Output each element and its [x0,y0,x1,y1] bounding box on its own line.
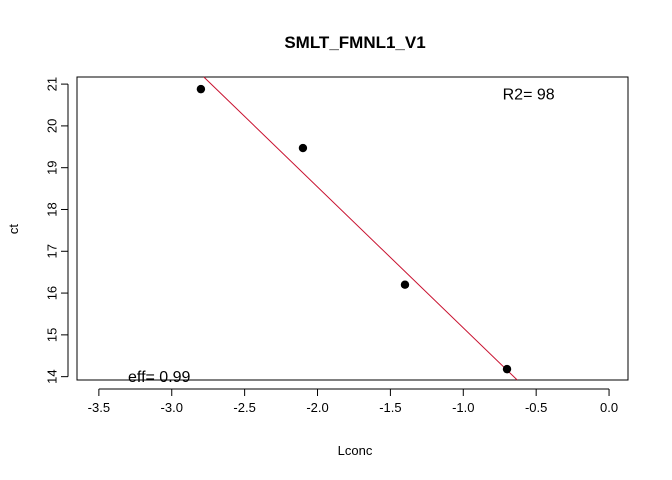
data-point [298,143,308,153]
points-layer [196,84,512,374]
x-tick-label: 0.0 [600,400,618,415]
fit-line [203,76,518,381]
y-tick-label: 21 [45,77,60,91]
y-axis: 14 15 16 17 18 19 20 21 [45,77,69,384]
efficiency-annotation: eff= 0.99 [128,369,191,386]
r2-annotation: R2= 98 [503,86,555,103]
y-tick-label: 16 [45,286,60,300]
x-tick-label: -3.5 [88,400,110,415]
data-point [196,84,206,94]
plot-frame [76,76,629,381]
x-axis-label: Lconc [338,443,373,458]
x-tick-label: -2.0 [306,400,328,415]
x-tick-label: -2.5 [233,400,255,415]
data-point [400,280,410,289]
y-tick-label: 20 [45,119,60,133]
x-tick-label: -1.5 [379,400,401,415]
y-tick-label: 18 [45,202,60,216]
x-tick-label: -0.5 [525,400,547,415]
x-tick-label: -3.0 [161,400,183,415]
y-tick-label: 15 [45,328,60,342]
y-tick-label: 17 [45,244,60,258]
y-tick-label: 14 [45,369,60,383]
fit-line-layer [203,76,518,381]
y-tick-label: 19 [45,160,60,174]
y-axis-label: ct [6,224,21,235]
data-point [502,364,512,374]
chart-title: SMLT_FMNL1_V1 [284,33,425,52]
x-axis: -3.5 -3.0 -2.5 -2.0 -1.5 -1.0 -0.5 0.0 [88,388,618,415]
x-tick-label: -1.0 [452,400,474,415]
